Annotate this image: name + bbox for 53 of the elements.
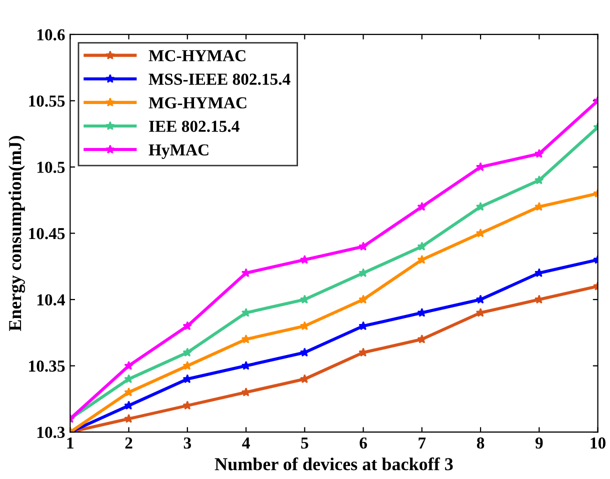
y-tick-label: 10.55 (29, 95, 65, 107)
point (241, 387, 251, 396)
point (417, 254, 427, 264)
y-tick-label: 10.3 (37, 426, 65, 438)
point (534, 148, 544, 158)
point (417, 202, 427, 211)
point (182, 348, 192, 357)
x-tick-label: 4 (242, 438, 250, 448)
legend-label: IEE 802.15.4 (149, 120, 240, 132)
x-tick-label: 5 (301, 438, 308, 449)
x-tick-label: 9 (535, 437, 543, 449)
point (358, 242, 368, 251)
point (241, 308, 251, 317)
x-axis-title: Number of devices at backoff 3 (214, 457, 453, 470)
x-tick-label: 2 (125, 437, 132, 448)
point (476, 294, 486, 304)
point (417, 242, 427, 251)
point (124, 400, 134, 410)
point (124, 387, 134, 396)
legend-label: MC-HYMAC (148, 50, 246, 62)
x-tick-label: 7 (418, 438, 426, 448)
y-tick-label: 10.4 (37, 294, 65, 306)
y-tick-label: 10.45 (29, 228, 65, 240)
point (124, 374, 134, 384)
point (417, 334, 427, 344)
legend-label: MG-HYMAC (148, 97, 246, 108)
point (241, 268, 251, 278)
point (476, 162, 486, 172)
point (182, 360, 192, 370)
legend-label: MSS-IEEE 802.15.4 (148, 74, 290, 85)
point (358, 268, 368, 278)
y-tick-label: 10.5 (37, 162, 65, 174)
point (300, 374, 310, 384)
x-tick-label: 10 (590, 437, 606, 449)
y-axis-title: Energy consumption(mJ) (8, 136, 26, 332)
x-tick-label: 3 (184, 437, 191, 449)
legend-label: HyMAC (148, 144, 208, 159)
point (476, 308, 486, 317)
point (476, 228, 486, 238)
point (300, 321, 310, 330)
point (124, 360, 134, 370)
point (300, 348, 310, 357)
y-tick-label: 10.6 (37, 29, 65, 41)
point (476, 202, 486, 211)
point (358, 294, 368, 304)
x-tick-label: 8 (476, 437, 484, 449)
x-tick-label: 6 (360, 437, 367, 449)
point (241, 360, 251, 370)
y-tick-label: 10.35 (29, 360, 65, 372)
point (241, 334, 251, 344)
x-tick-label: 1 (67, 437, 74, 448)
point (182, 321, 192, 330)
point (534, 175, 544, 184)
